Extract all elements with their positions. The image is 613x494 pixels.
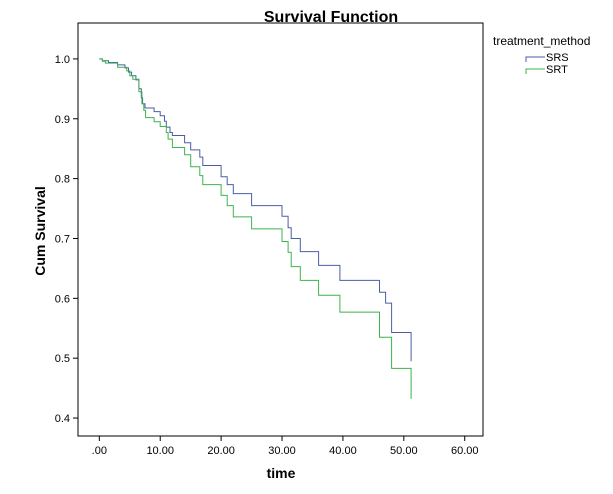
legend-item-srs: SRS (525, 52, 569, 64)
legend-item-srt: SRT (525, 64, 568, 76)
x-axis-label: time (267, 465, 296, 481)
x-tick-label: 60.00 (451, 445, 479, 457)
plot-area (77, 22, 484, 437)
legend-label: SRS (546, 52, 569, 64)
y-tick-label: 0.5 (55, 353, 70, 365)
legend-swatch (525, 56, 545, 62)
y-tick-label: 0.4 (55, 413, 70, 425)
y-tick-label: 0.6 (55, 293, 70, 305)
legend-title: treatment_method (493, 34, 590, 48)
x-tick-label: 20.00 (207, 445, 235, 457)
x-tick-label: 10.00 (146, 445, 174, 457)
chart-title: Survival Function (264, 9, 398, 26)
x-tick-label: .00 (92, 445, 107, 457)
y-axis: 0.4 0.5 0.6 0.7 0.8 0.9 1.0 (55, 54, 78, 425)
y-tick-label: 1.0 (55, 54, 70, 66)
x-tick-label: 30.00 (268, 445, 296, 457)
legend-label: SRT (546, 64, 568, 76)
series-line-srs (99, 58, 412, 362)
y-tick-label: 0.9 (55, 114, 70, 126)
y-tick-label: 0.8 (55, 174, 70, 186)
y-axis-label: Cum Survival (32, 186, 48, 275)
x-axis: .00 10.00 20.00 30.00 40.00 50.00 60.00 (92, 436, 479, 457)
legend-swatch (525, 68, 545, 74)
x-tick-label: 50.00 (390, 445, 418, 457)
x-tick-label: 40.00 (329, 445, 357, 457)
y-tick-label: 0.7 (55, 233, 70, 245)
series-line-srt (99, 58, 412, 399)
series-layer (99, 58, 412, 399)
